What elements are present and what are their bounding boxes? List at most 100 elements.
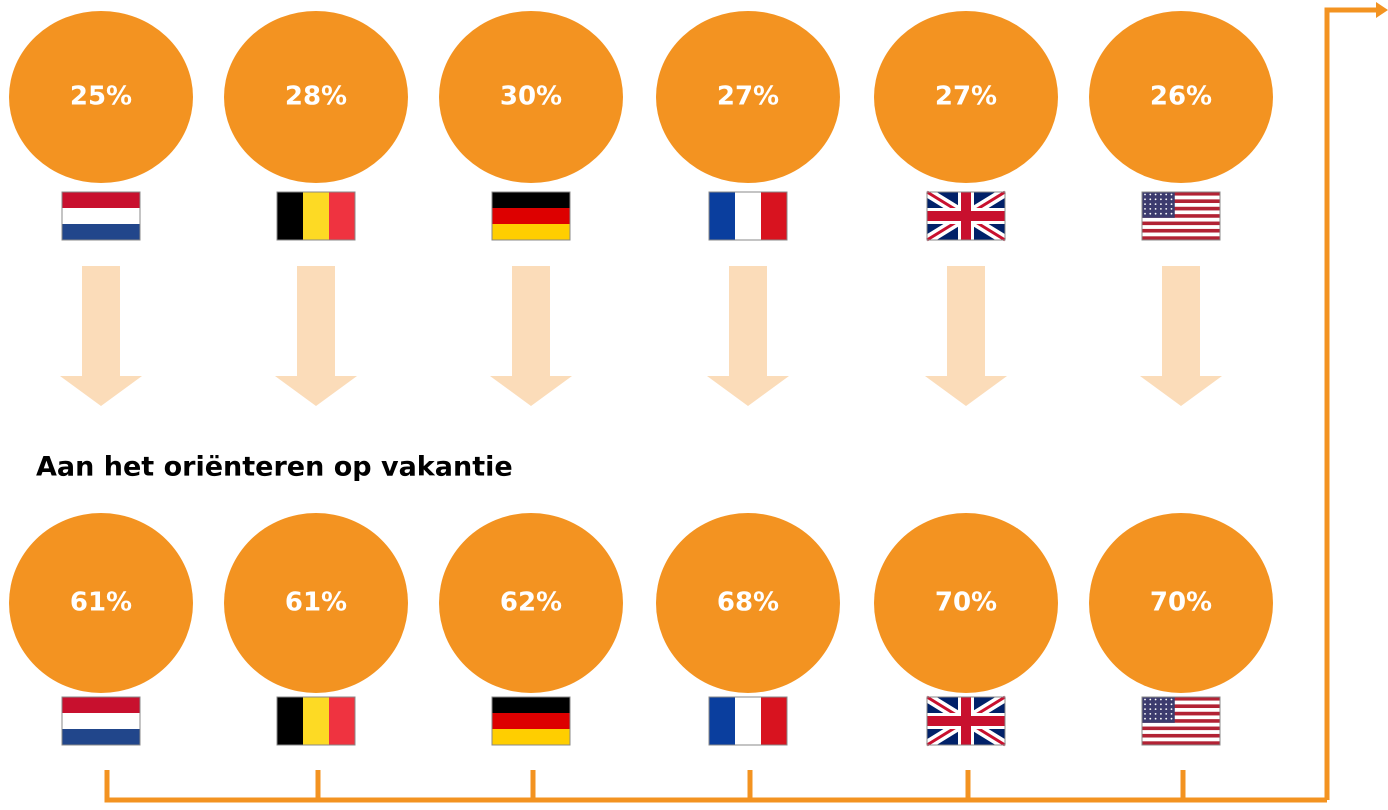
down-arrow	[275, 266, 357, 406]
flag-part	[1149, 717, 1152, 720]
flag-part	[1142, 192, 1175, 218]
flag-part	[1160, 203, 1162, 206]
flag-part	[1170, 193, 1173, 196]
flag-part	[1144, 193, 1146, 196]
flag-part	[1142, 704, 1220, 709]
down-arrow	[60, 266, 142, 406]
circle	[874, 11, 1058, 183]
flag-part	[1149, 193, 1152, 196]
connector-arrowhead	[1376, 2, 1388, 18]
flag-part	[1165, 703, 1168, 706]
circle	[9, 513, 193, 693]
flag-part	[1149, 698, 1152, 701]
flag-part	[1142, 697, 1175, 723]
flag-part	[1144, 212, 1146, 215]
percentage: 61%	[285, 588, 347, 618]
down-arrow	[1140, 266, 1222, 406]
flag-part	[492, 208, 570, 224]
flag-part	[1142, 236, 1220, 240]
flag-part	[1144, 203, 1146, 206]
flag-part	[926, 191, 1006, 241]
flag-part	[62, 192, 140, 208]
flag-part	[62, 697, 140, 713]
flag-part	[1165, 698, 1168, 701]
flag-part	[1142, 722, 1220, 727]
flag-part	[62, 224, 140, 240]
flag-part	[277, 192, 303, 240]
flag-part	[277, 697, 303, 745]
flag-part	[1160, 708, 1162, 710]
flag-part	[1142, 733, 1220, 738]
flag-part	[1165, 708, 1168, 710]
flag-part	[1149, 208, 1152, 210]
flag-part	[1142, 214, 1220, 218]
flag-part	[1142, 726, 1220, 731]
flag-part	[329, 192, 355, 240]
percentage: 70%	[1150, 588, 1212, 618]
flag-part	[1142, 697, 1220, 701]
flag	[708, 696, 788, 746]
flag	[276, 696, 356, 746]
flag-part	[1149, 703, 1152, 706]
flag-part	[492, 713, 570, 729]
percentage: 30%	[500, 82, 562, 112]
flag-part	[1144, 198, 1146, 201]
flag-part	[708, 696, 788, 746]
flag-part	[1144, 708, 1146, 710]
flag-part	[926, 696, 1006, 746]
flag	[491, 696, 571, 746]
flag-part	[492, 729, 570, 745]
circle	[439, 513, 623, 693]
flag-part	[1165, 193, 1168, 196]
flag-part	[1160, 703, 1162, 706]
percentage: 61%	[70, 588, 132, 618]
flag-part	[1142, 228, 1220, 233]
circle	[224, 513, 408, 693]
flag-part	[1170, 698, 1173, 701]
flag-part	[1154, 703, 1157, 706]
flag-part	[1144, 698, 1146, 701]
flag-part	[708, 191, 788, 241]
flag-part	[1142, 700, 1220, 705]
down-arrow	[707, 266, 789, 406]
circle	[1089, 513, 1273, 693]
flag-part	[329, 697, 355, 745]
flag-part	[709, 697, 735, 745]
circle	[656, 11, 840, 183]
flag-part	[1142, 232, 1220, 237]
connector	[104, 2, 1388, 803]
flag-part	[1144, 717, 1146, 720]
flag-part	[1149, 713, 1152, 715]
flag-part	[1149, 203, 1152, 206]
percentage: 26%	[1150, 82, 1212, 112]
circle	[224, 11, 408, 183]
flag	[708, 191, 788, 241]
flag-part	[303, 697, 329, 745]
flag-part	[709, 192, 735, 240]
flag-part	[1165, 212, 1168, 215]
flag-part	[961, 192, 971, 240]
circle	[656, 513, 840, 693]
flag-part	[735, 192, 761, 240]
flag-part	[62, 713, 140, 729]
down-arrow	[490, 266, 572, 406]
flag-part	[1165, 203, 1168, 206]
flag-part	[1144, 713, 1146, 715]
flag	[61, 191, 141, 241]
flag	[1141, 696, 1221, 746]
flag-part	[761, 697, 787, 745]
flag-part	[1142, 192, 1220, 196]
flag-part	[1142, 203, 1220, 207]
flag-part	[1160, 193, 1162, 196]
flag-part	[1170, 208, 1173, 210]
flag-part	[492, 224, 570, 240]
circle	[874, 513, 1058, 693]
flag-part	[1154, 208, 1157, 210]
flag-part	[1141, 696, 1221, 746]
flag-part	[62, 208, 140, 224]
flag-part	[1144, 208, 1146, 210]
flag-part	[1142, 737, 1220, 742]
flag-part	[1142, 210, 1220, 215]
percentage: 27%	[935, 82, 997, 112]
